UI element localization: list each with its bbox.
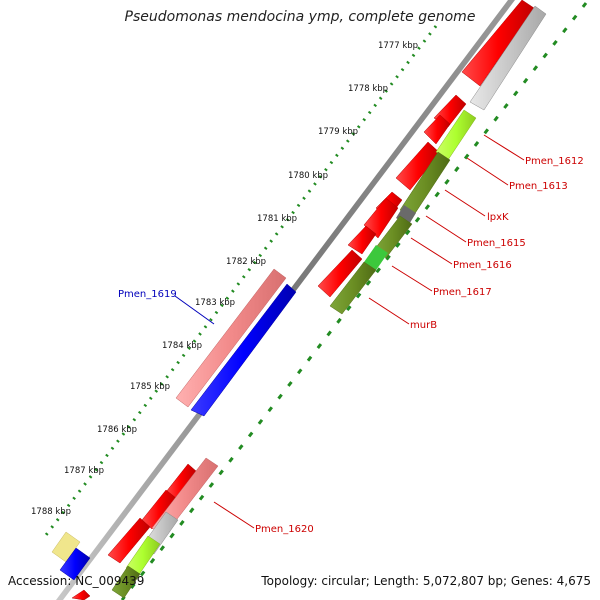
gene-arrow	[107, 517, 151, 564]
tick-label: 1779 kbp	[318, 127, 358, 137]
inner-genes-upper	[329, 5, 547, 315]
gene-arrow	[329, 261, 377, 315]
tick-label: 1778 kbp	[348, 84, 388, 94]
tick-label: 1780 kbp	[288, 171, 328, 181]
gene-labels: Pmen_1612 Pmen_1613 lpxK Pmen_1615 Pmen_…	[118, 156, 584, 535]
inner-genes-lower	[111, 457, 219, 599]
gene-label-pmen-1619: Pmen_1619	[118, 289, 177, 300]
gene-arrow	[59, 547, 91, 581]
tick-label: 1785 kbp	[130, 382, 170, 392]
scale-tick-labels: 1777 kbp 1778 kbp 1779 kbp 1780 kbp 1781…	[31, 41, 418, 517]
gene-arrow	[469, 5, 547, 111]
gene-label-lpxk: lpxK	[487, 212, 509, 223]
label-leader-lines	[174, 134, 525, 529]
tick-label: 1786 kbp	[97, 425, 137, 435]
gene-label-pmen-1616: Pmen_1616	[453, 260, 512, 271]
gene-arrow	[175, 268, 287, 408]
tick-label: 1777 kbp	[378, 41, 418, 51]
gene-label-pmen-1615: Pmen_1615	[467, 238, 526, 249]
gene-label-pmen-1617: Pmen_1617	[433, 287, 492, 298]
gene-arrow	[111, 565, 141, 599]
gene-arrow	[347, 225, 377, 255]
map-title: Pseudomonas mendocina ymp, complete geno…	[124, 9, 476, 25]
tick-label: 1788 kbp	[31, 507, 71, 517]
tick-label: 1783 kbp	[195, 298, 235, 308]
outer-genes-middle	[175, 268, 297, 417]
tick-label: 1781 kbp	[257, 214, 297, 224]
edge-genes	[51, 531, 91, 581]
tick-label: 1787 kbp	[64, 466, 104, 476]
gene-arrow	[317, 249, 363, 298]
gene-arrow	[71, 589, 91, 600]
forward-genes-upper	[317, 0, 535, 298]
gene-arrow	[423, 114, 451, 145]
gene-label-pmen-1620: Pmen_1620	[255, 524, 314, 535]
topology-text: Topology: circular; Length: 5,072,807 bp…	[261, 574, 591, 588]
gene-label-pmen-1613: Pmen_1613	[509, 181, 568, 192]
tick-label: 1782 kbp	[226, 257, 266, 267]
scale-dotted-line	[44, 25, 438, 536]
gene-label-murb: murB	[410, 320, 437, 331]
gene-arrow	[51, 531, 81, 563]
gene-arrow	[190, 283, 297, 417]
tick-label: 1784 kbp	[162, 341, 202, 351]
accession-text: Accession: NC_009439	[8, 574, 145, 588]
gene-label-pmen-1612: Pmen_1612	[525, 156, 584, 167]
